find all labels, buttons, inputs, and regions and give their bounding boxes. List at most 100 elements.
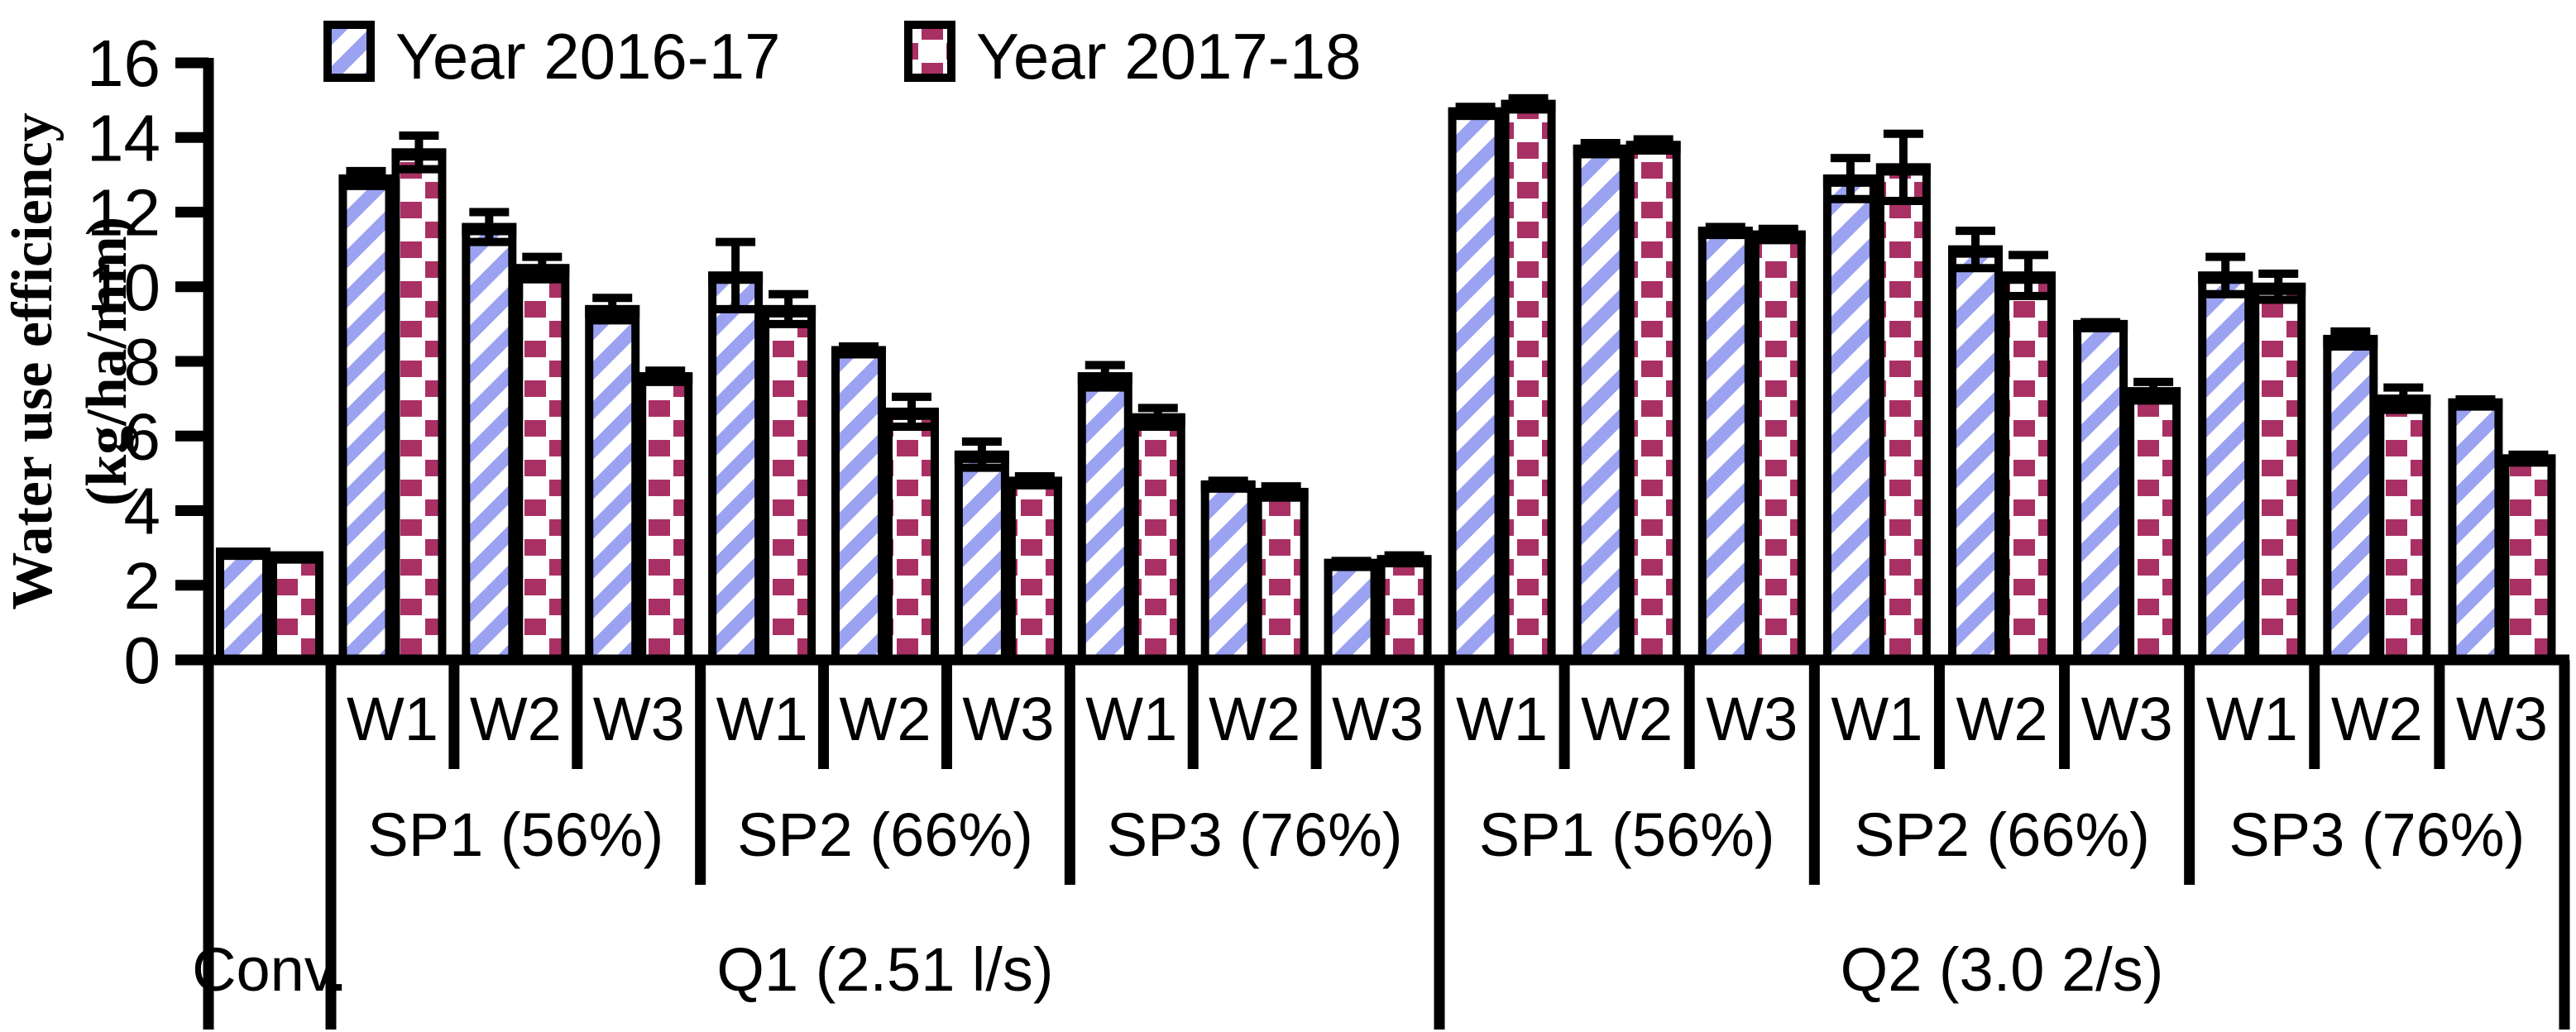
y-tick-label: 0 [124, 624, 161, 697]
y-tick-label: 8 [124, 325, 161, 399]
error-bar [1014, 471, 1055, 490]
bar-year-2017-18 [884, 407, 939, 664]
error-bar [768, 289, 809, 328]
w-label: W1 [1831, 685, 1922, 753]
y-tick-label: 6 [124, 399, 161, 473]
w-label: W1 [2206, 685, 2298, 753]
legend-swatch-2016-17 [323, 21, 375, 82]
bar-year-2016-17 [585, 304, 640, 664]
error-bar [1633, 135, 1673, 155]
bar-year-2017-18 [1007, 476, 1062, 665]
error-bar [1331, 557, 1372, 569]
error-bar [522, 252, 563, 284]
q-label: Q2 (3.0 2/s) [1841, 935, 2164, 1004]
error-bar [399, 131, 439, 174]
w-label: W3 [1706, 685, 1798, 753]
error-bar [716, 237, 756, 313]
y-tick-label: 16 [87, 26, 160, 100]
bar-year-2017-18 [2501, 454, 2556, 665]
error-bar [2258, 269, 2299, 304]
error-bar [1384, 551, 1424, 567]
w-label: W2 [840, 685, 931, 753]
error-bar [592, 294, 633, 325]
error-bar [1508, 93, 1549, 114]
bar-year-2016-17 [1200, 480, 1256, 664]
bar-year-2016-17 [2323, 334, 2378, 664]
bar-year-2017-18 [638, 372, 693, 664]
bar-year-2016-17 [2448, 398, 2503, 664]
error-bar [1208, 476, 1248, 493]
w-label: W2 [470, 685, 562, 753]
error-bar [2455, 395, 2496, 410]
bar-year-2016-17 [462, 222, 517, 664]
bar-year-2017-18 [1377, 555, 1432, 664]
y-tick-label: 10 [87, 251, 160, 324]
bar-year-2017-18 [1875, 163, 1931, 665]
bar-year-2017-18 [1253, 487, 1309, 664]
w-label: W2 [2331, 685, 2423, 753]
sp-label: SP1 (56%) [367, 800, 663, 869]
error-bar [2009, 251, 2048, 301]
bar-year-2017-18 [2251, 282, 2306, 664]
bar-year-2016-17 [2198, 271, 2253, 664]
w-label: W3 [593, 685, 685, 753]
w-label: W1 [1456, 685, 1548, 753]
bar-year-2016-17 [1448, 107, 1503, 665]
bar-year-2016-17 [1324, 558, 1379, 664]
bar-year-2017-18 [2001, 271, 2056, 664]
sp-label: SP1 (56%) [1479, 800, 1775, 869]
bar-year-2016-17 [1948, 245, 2003, 664]
w-label: W1 [1085, 685, 1177, 753]
error-bar [1137, 404, 1178, 431]
bar-year-2017-18 [1626, 141, 1681, 664]
bar-year-2017-18 [2376, 394, 2431, 664]
y-tick-label: 14 [87, 101, 160, 174]
w-label: W1 [347, 685, 438, 753]
w-label: W2 [1581, 685, 1673, 753]
bar-year-2017-18 [761, 304, 816, 664]
legend-label: Year 2017-18 [976, 20, 1362, 93]
sp-label: SP2 (66%) [1854, 800, 2150, 869]
legend-label: Year 2016-17 [395, 20, 781, 93]
error-bar [839, 342, 879, 358]
bar-year-2016-17 [1822, 174, 1878, 664]
y-tick-label: 4 [124, 475, 161, 548]
error-bar [469, 208, 510, 246]
sp-label: SP3 (76%) [1107, 800, 1403, 869]
error-bar [961, 437, 1002, 472]
bar-year-2016-17 [1077, 372, 1132, 664]
error-bar [346, 166, 386, 190]
w-label: W3 [2081, 685, 2173, 753]
error-bar [2330, 327, 2371, 351]
y-tick-label: 12 [87, 176, 160, 250]
w-label: W3 [962, 685, 1054, 753]
bar-year-2016-17 [708, 271, 764, 664]
error-bar [1956, 227, 1995, 273]
error-bar [645, 366, 686, 386]
error-bar [2133, 377, 2174, 405]
bar-year-2017-18 [269, 551, 323, 665]
q-label: Q1 (2.51 l/s) [716, 935, 1053, 1004]
error-bar [1830, 154, 1870, 203]
bar-year-2017-18 [1750, 230, 1806, 664]
y-axis-title-line2: (kg/ha/mm) [75, 217, 139, 506]
error-bar [1883, 129, 1923, 205]
bar-year-2017-18 [515, 264, 570, 664]
bar-year-2016-17 [1573, 144, 1628, 665]
sp-label: SP3 (76%) [2229, 800, 2525, 869]
error-bar [1758, 224, 1798, 245]
bar-year-2016-17 [338, 174, 394, 664]
w-label: W2 [1956, 685, 2048, 753]
q-label: Conv. [192, 935, 347, 1004]
bar-year-2017-18 [391, 148, 447, 665]
error-bar [1580, 139, 1621, 159]
w-label: W1 [716, 685, 808, 753]
error-bar [1261, 482, 1301, 502]
bar-year-2016-17 [1697, 227, 1753, 664]
bar-year-2016-17 [954, 450, 1009, 664]
bar-year-2017-18 [1501, 99, 1556, 664]
bar-year-2017-18 [1130, 413, 1185, 664]
y-axis-title-line1: Water use efficiency [1, 112, 65, 609]
sp-label: SP2 (66%) [737, 800, 1033, 869]
